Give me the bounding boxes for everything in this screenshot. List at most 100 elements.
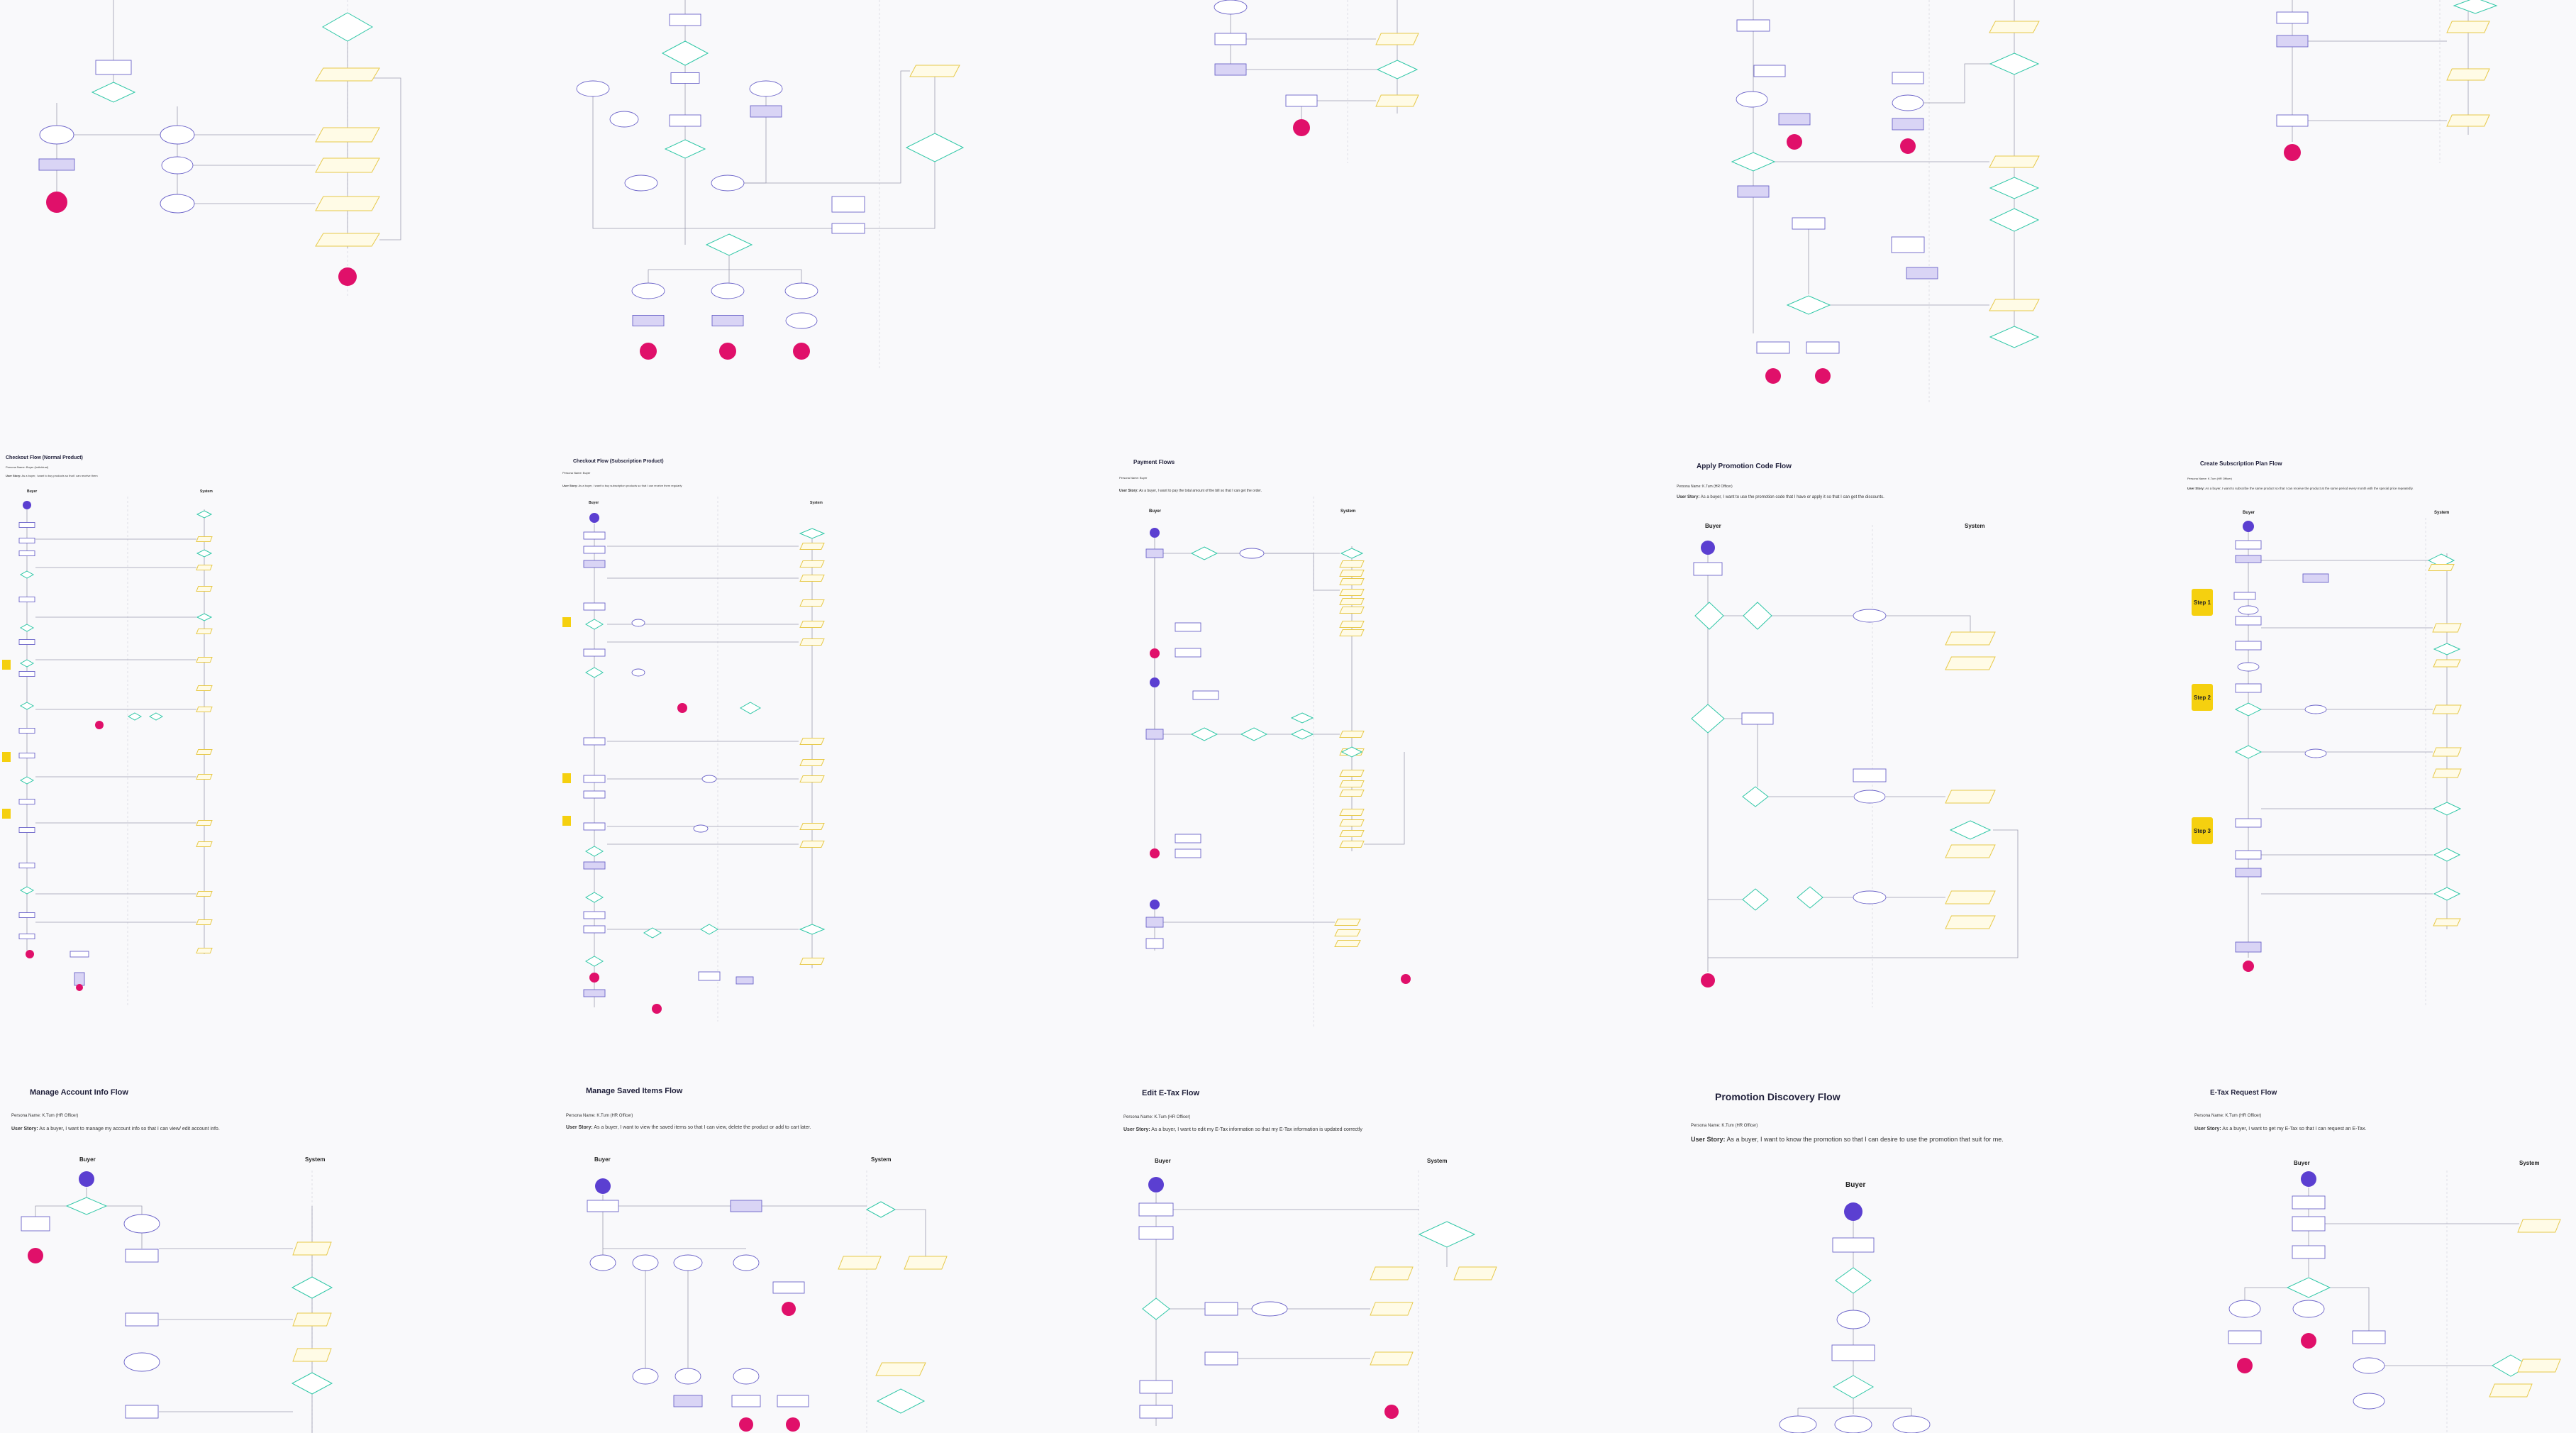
process-box xyxy=(18,728,35,734)
data-parallelogram xyxy=(196,536,213,542)
flow-header-7: Edit E-Tax Flow Persona Name: K.Tum (HR … xyxy=(1123,1089,1447,1164)
decision-diamond xyxy=(799,924,826,935)
lane-label-system: System xyxy=(1340,509,1355,514)
decision-diamond xyxy=(1190,727,1218,741)
decision-diamond xyxy=(643,927,662,939)
decision-diamond xyxy=(19,702,35,710)
flow-title: Edit E-Tax Flow xyxy=(1142,1089,1200,1097)
process-box xyxy=(669,13,701,26)
decision-diamond xyxy=(19,570,35,579)
state-ellipse xyxy=(632,1368,659,1385)
process-box xyxy=(1175,648,1201,658)
lane-label-buyer: Buyer xyxy=(27,489,37,494)
decision-diamond xyxy=(585,667,604,678)
decision-diamond xyxy=(661,40,709,66)
process-box xyxy=(18,863,35,868)
user-story: User Story: As a buyer, I want to know t… xyxy=(1691,1136,2004,1143)
process-box xyxy=(18,597,35,602)
data-parallelogram xyxy=(1339,770,1365,777)
process-box xyxy=(2352,1330,2386,1344)
process-box xyxy=(2235,683,2262,693)
data-parallelogram xyxy=(1989,299,2040,311)
decision-diamond xyxy=(1190,546,1218,560)
decision-diamond xyxy=(127,712,143,721)
user-story: User Story: As a buyer, I want to view t… xyxy=(566,1125,811,1130)
end-node xyxy=(338,267,357,286)
connector-line xyxy=(895,1209,926,1256)
state-ellipse xyxy=(2353,1393,2385,1410)
process-box xyxy=(750,105,782,118)
data-parallelogram xyxy=(1339,790,1365,797)
flow-header-2: Payment Flows Persona Name: Buyer User S… xyxy=(1119,459,1355,514)
data-parallelogram xyxy=(1334,940,1361,947)
data-parallelogram xyxy=(196,657,213,663)
persona-line: Persona Name: K.Tum (HR Officer) xyxy=(1123,1115,1190,1119)
data-parallelogram xyxy=(2432,623,2462,633)
connector-line xyxy=(1364,752,1405,845)
process-box xyxy=(831,223,865,234)
process-box xyxy=(1204,1302,1238,1316)
connector-lines xyxy=(26,0,2519,1433)
data-parallelogram xyxy=(799,841,825,848)
decision-diamond xyxy=(1290,712,1314,724)
data-parallelogram xyxy=(2517,1359,2561,1373)
process-box xyxy=(587,1200,619,1212)
lane-label-system: System xyxy=(305,1156,325,1163)
process-box xyxy=(1175,848,1201,858)
decision-diamond xyxy=(321,12,374,42)
data-parallelogram xyxy=(196,774,213,780)
decision-diamond xyxy=(876,1388,926,1414)
state-ellipse xyxy=(2228,1300,2261,1318)
decision-diamond xyxy=(2286,1277,2331,1298)
decision-diamond xyxy=(1694,602,1724,630)
state-ellipse xyxy=(2304,748,2327,758)
data-parallelogram xyxy=(1339,621,1365,628)
state-ellipse xyxy=(1239,548,1265,559)
lane-label-system: System xyxy=(200,489,213,494)
data-parallelogram xyxy=(1989,155,2040,168)
decision-diamond xyxy=(291,1276,333,1299)
step-badge-3: Step 3 xyxy=(2192,817,2213,844)
decision-diamond xyxy=(585,619,604,630)
start-node xyxy=(1148,1177,1164,1193)
state-ellipse xyxy=(123,1214,160,1234)
lane-label-system: System xyxy=(810,501,823,505)
step-marker xyxy=(2,752,11,762)
process-box xyxy=(673,1395,703,1407)
process-box xyxy=(2276,35,2309,48)
end-node xyxy=(1787,134,1802,150)
process-box xyxy=(1145,917,1164,928)
state-ellipse xyxy=(2353,1357,2385,1374)
step-marker xyxy=(562,617,571,627)
flow-title: Checkout Flow (Normal Product) xyxy=(6,455,83,460)
user-story: User Story: As a buyer, I want to manage… xyxy=(11,1127,220,1132)
data-parallelogram xyxy=(1945,844,1996,858)
process-box xyxy=(1145,729,1164,740)
process-box xyxy=(583,775,606,783)
data-parallelogram xyxy=(1339,731,1365,738)
flow-header-5: Manage Account Info Flow Persona Name: K… xyxy=(11,1088,325,1163)
process-box xyxy=(583,602,606,611)
data-parallelogram xyxy=(315,67,380,82)
connector-line xyxy=(106,1205,143,1215)
data-parallelogram xyxy=(799,599,825,607)
persona-line: Persona Name: K.Tum (HR Officer) xyxy=(2194,1114,2261,1118)
data-parallelogram xyxy=(1339,830,1365,837)
lane-label-buyer: Buyer xyxy=(1705,523,1721,529)
flow-header-1: Checkout Flow (Subscription Product) Per… xyxy=(562,459,823,505)
data-parallelogram xyxy=(799,543,825,550)
data-parallelogram xyxy=(2432,768,2462,778)
process-box xyxy=(2292,1195,2326,1210)
state-ellipse xyxy=(1214,0,1248,15)
process-box xyxy=(735,976,754,985)
decision-diamond xyxy=(585,846,604,857)
process-box xyxy=(777,1395,809,1407)
decision-diamond xyxy=(905,133,965,162)
state-ellipse xyxy=(631,668,645,677)
decision-diamond xyxy=(1376,60,1419,79)
data-parallelogram xyxy=(799,621,825,628)
end-node xyxy=(46,192,67,213)
process-box xyxy=(583,531,606,540)
state-ellipse xyxy=(1892,1415,1931,1433)
step-badge-1: Step 1 xyxy=(2192,589,2213,616)
